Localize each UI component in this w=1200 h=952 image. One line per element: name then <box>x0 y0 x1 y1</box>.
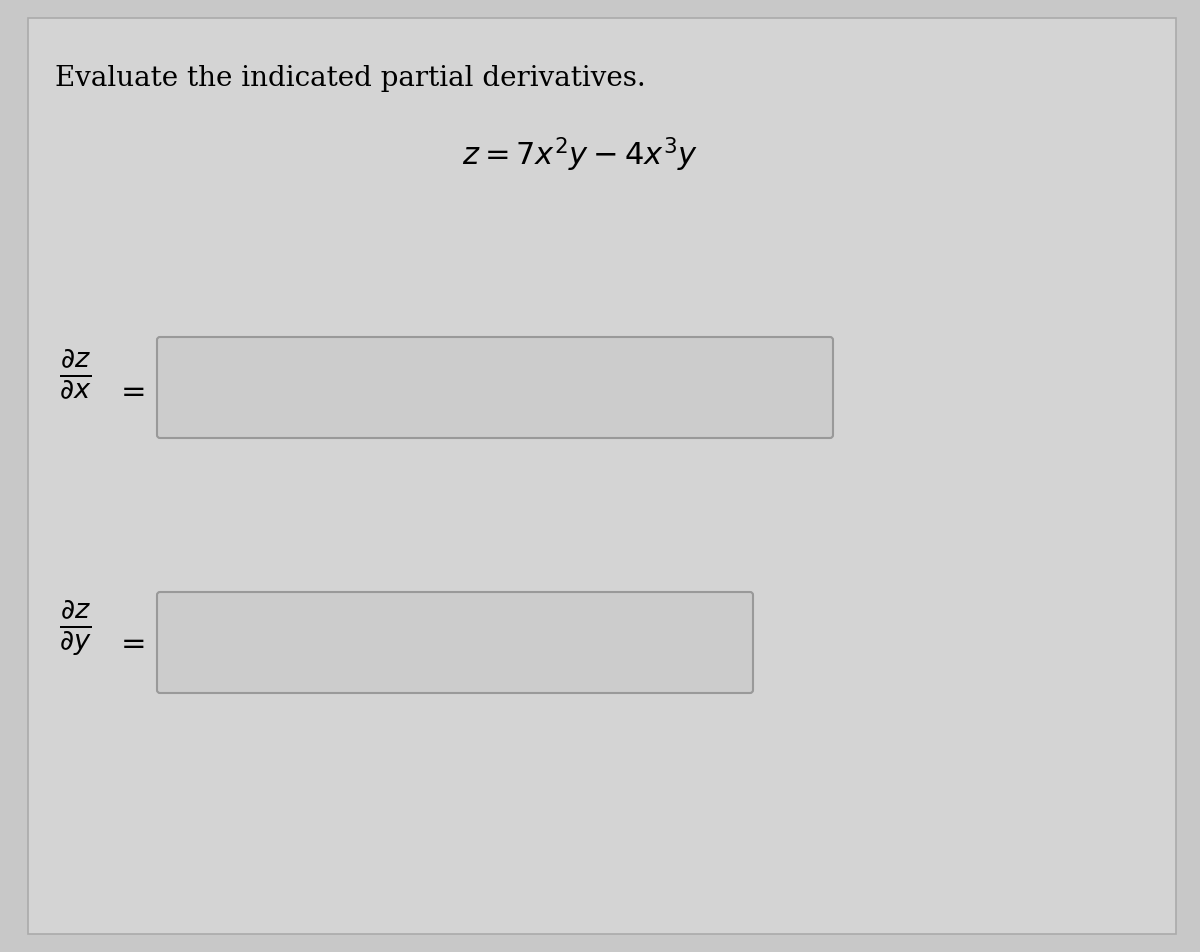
FancyBboxPatch shape <box>157 592 754 693</box>
Text: Evaluate the indicated partial derivatives.: Evaluate the indicated partial derivativ… <box>55 65 646 92</box>
Text: $=$: $=$ <box>115 375 145 405</box>
FancyBboxPatch shape <box>157 337 833 438</box>
Text: $\frac{\partial z}{\partial y}$: $\frac{\partial z}{\partial y}$ <box>59 598 91 658</box>
Text: $z = 7x^2y - 4x^3y$: $z = 7x^2y - 4x^3y$ <box>462 136 698 174</box>
Text: $\frac{\partial z}{\partial x}$: $\frac{\partial z}{\partial x}$ <box>59 347 91 402</box>
Text: $=$: $=$ <box>115 628 145 658</box>
